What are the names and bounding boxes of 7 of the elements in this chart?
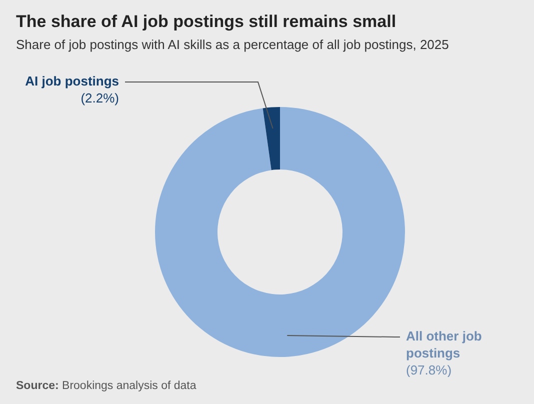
chart-title: The share of AI job postings still remains small bbox=[16, 12, 396, 32]
source-note: Source: Brookings analysis of data bbox=[16, 380, 196, 392]
slice-label: All other job postings bbox=[406, 328, 482, 361]
chart-subtitle: Share of job postings with AI skills as a percentage of all job postings, 2025 bbox=[16, 37, 449, 52]
data-label: (97.8%) bbox=[406, 362, 452, 378]
slice-label: AI job postings bbox=[25, 74, 119, 89]
data-label: (2.2%) bbox=[80, 90, 119, 106]
